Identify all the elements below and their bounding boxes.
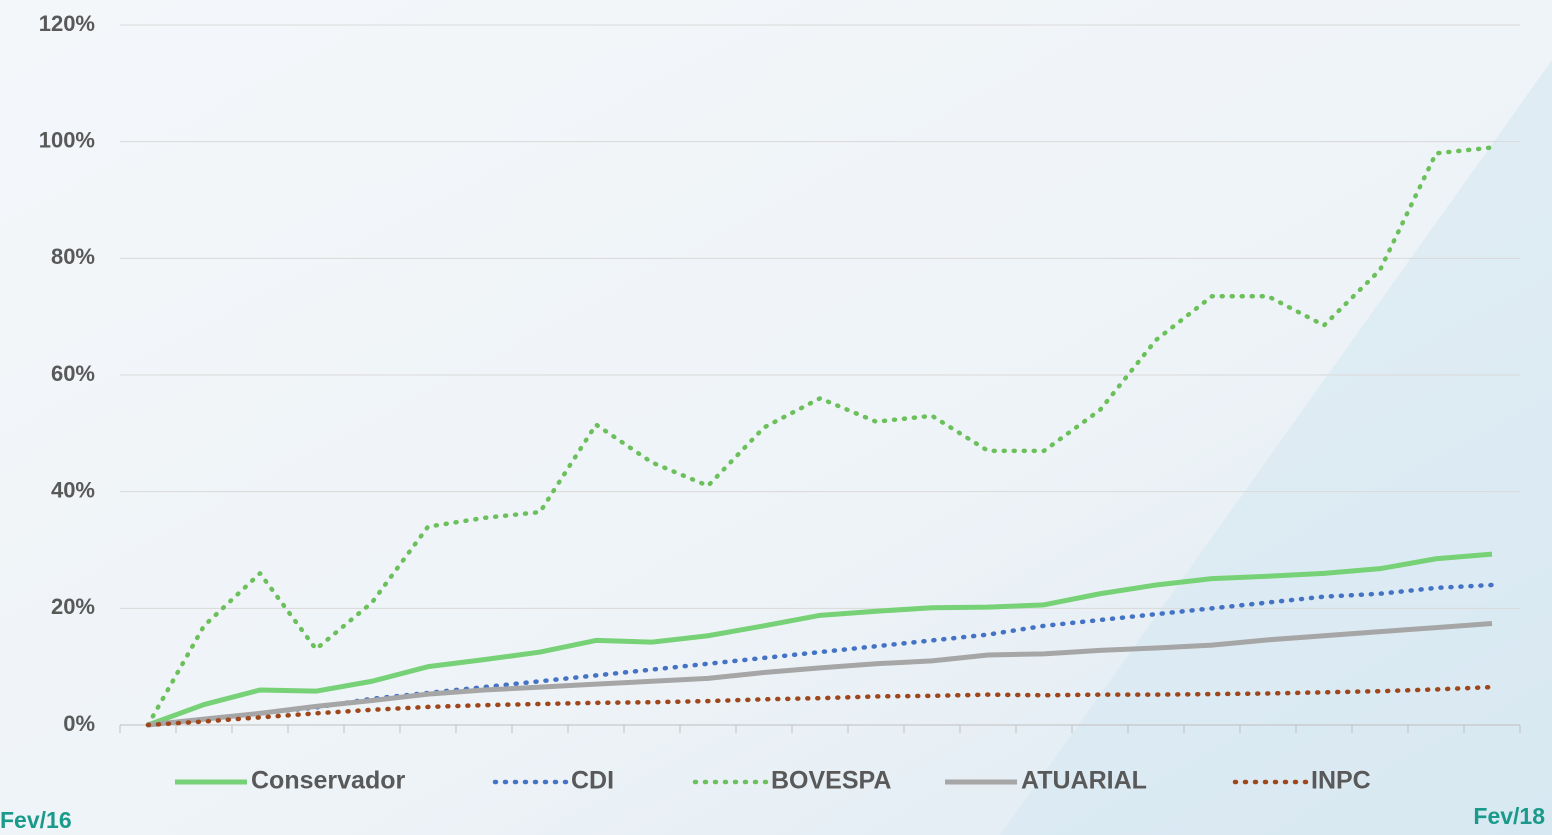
line-series xyxy=(145,684,1495,728)
x-tick-label: Fev/16 xyxy=(0,807,72,833)
legend-label: INPC xyxy=(1311,767,1371,795)
y-tick-label: 0% xyxy=(63,711,95,736)
background-shape xyxy=(1000,60,1552,835)
legend-label: BOVESPA xyxy=(771,767,891,795)
legend-label: ATUARIAL xyxy=(1021,767,1147,795)
line-series xyxy=(147,621,1493,728)
y-tick-label: 20% xyxy=(51,594,95,619)
line-series xyxy=(147,551,1493,728)
y-tick-label: 80% xyxy=(51,244,95,269)
y-tick-label: 100% xyxy=(39,127,95,152)
x-tick-label: Fev/18 xyxy=(1473,803,1545,829)
legend-label: Conservador xyxy=(251,767,405,795)
y-tick-label: 60% xyxy=(51,361,95,386)
line-series xyxy=(145,145,1495,728)
legend-label: CDI xyxy=(571,767,614,795)
y-tick-label: 120% xyxy=(39,11,95,36)
y-tick-label: 40% xyxy=(51,477,95,502)
